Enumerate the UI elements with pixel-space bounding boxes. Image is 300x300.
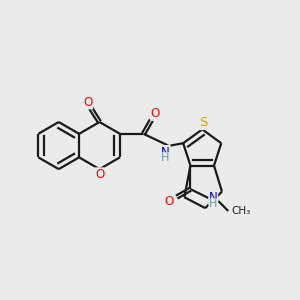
Text: S: S [199,116,207,129]
Text: O: O [95,168,104,181]
Text: H: H [209,199,218,209]
Text: CH₃: CH₃ [232,206,251,216]
Text: O: O [164,195,173,208]
Text: O: O [83,96,92,109]
Text: N: N [209,191,218,204]
Text: O: O [151,107,160,120]
Text: H: H [161,153,170,163]
Text: N: N [161,146,170,159]
